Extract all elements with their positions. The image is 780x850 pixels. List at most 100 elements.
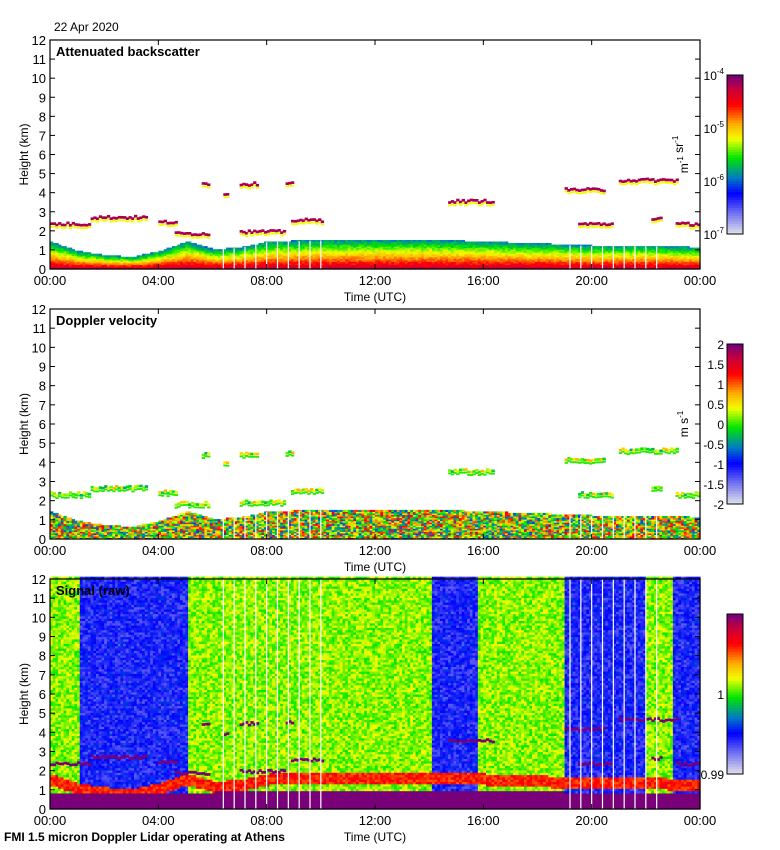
data-cell	[104, 262, 108, 265]
data-cell	[85, 259, 89, 262]
data-cell	[412, 258, 417, 261]
data-cell	[55, 256, 59, 259]
cloud-cell	[320, 223, 325, 226]
data-cell	[55, 250, 59, 253]
data-cell	[123, 256, 127, 259]
data-cell	[180, 262, 184, 265]
data-cell	[71, 264, 75, 267]
data-cell	[310, 258, 314, 261]
data-cell	[356, 258, 360, 261]
data-cell	[188, 261, 192, 264]
data-cell	[180, 252, 184, 255]
data-cell	[266, 241, 270, 244]
data-cell	[60, 258, 65, 261]
data-cell	[375, 256, 379, 259]
data-cell	[255, 253, 260, 256]
data-cell	[245, 258, 249, 261]
data-cell	[320, 244, 325, 247]
data-cell	[282, 256, 287, 259]
data-cell	[255, 256, 260, 259]
data-cell	[399, 249, 403, 252]
data-cell	[247, 258, 251, 261]
data-cell	[412, 264, 417, 267]
data-cell	[396, 265, 400, 268]
data-cell	[299, 247, 303, 250]
data-cell	[337, 256, 341, 259]
data-cell	[272, 259, 276, 262]
y-tick-label: 9	[39, 90, 46, 105]
data-cell	[350, 258, 354, 261]
data-cell	[399, 247, 403, 250]
data-cell	[255, 255, 260, 258]
data-cell	[117, 256, 121, 259]
data-cell	[372, 252, 376, 255]
data-cell	[320, 264, 325, 267]
data-cell	[320, 258, 325, 261]
data-cell	[250, 265, 254, 268]
data-cell	[60, 264, 65, 267]
data-cell	[177, 262, 181, 265]
data-cell	[339, 252, 344, 255]
data-cell	[242, 247, 246, 250]
data-cell	[71, 250, 75, 253]
data-cell	[391, 243, 395, 246]
data-cell	[394, 241, 398, 244]
data-cell	[66, 250, 70, 253]
data-cell	[261, 247, 265, 250]
data-cell	[364, 241, 368, 244]
data-cell	[74, 250, 78, 253]
data-cell	[394, 259, 398, 262]
data-cell	[391, 255, 395, 258]
data-cell	[323, 240, 327, 243]
data-cell	[120, 256, 124, 259]
data-cell	[82, 262, 86, 265]
data-cell	[163, 264, 168, 267]
cloud-cell	[245, 235, 249, 237]
data-cell	[212, 250, 216, 253]
data-cell	[282, 243, 287, 246]
data-cell	[380, 250, 384, 253]
data-cell	[66, 264, 70, 267]
data-cell	[369, 250, 373, 253]
data-cell	[399, 258, 403, 261]
data-cell	[226, 256, 230, 259]
data-cell	[299, 246, 303, 249]
data-cell	[291, 243, 295, 246]
data-cell	[377, 243, 381, 246]
data-cell	[331, 243, 335, 246]
data-cell	[147, 262, 151, 265]
data-cell	[239, 247, 243, 250]
data-cell	[169, 261, 173, 264]
data-cell	[234, 261, 238, 264]
data-cell	[310, 261, 314, 264]
data-cell	[55, 249, 59, 252]
data-cell	[228, 253, 232, 256]
data-cell	[396, 240, 400, 243]
data-cell	[60, 253, 65, 256]
data-cell	[377, 250, 381, 253]
data-cell	[82, 256, 86, 259]
data-cell	[190, 243, 195, 246]
data-cell	[293, 256, 297, 259]
data-cell	[377, 241, 381, 244]
cloud-cell	[461, 198, 465, 202]
data-cell	[356, 252, 360, 255]
data-cell	[366, 243, 371, 246]
data-cell	[152, 262, 157, 265]
data-cell	[223, 249, 227, 252]
data-cell	[188, 262, 192, 265]
data-cell	[285, 258, 289, 261]
data-cell	[277, 255, 281, 258]
data-cell	[377, 255, 381, 258]
data-cell	[329, 241, 333, 244]
data-cell	[410, 258, 414, 261]
data-cell	[299, 255, 303, 258]
data-cell	[331, 264, 335, 267]
data-cell	[280, 243, 284, 246]
data-cell	[90, 264, 94, 267]
data-cell	[223, 259, 227, 262]
data-cell	[228, 258, 232, 261]
data-cell	[326, 247, 330, 250]
data-cell	[201, 247, 205, 250]
data-cell	[174, 265, 178, 268]
